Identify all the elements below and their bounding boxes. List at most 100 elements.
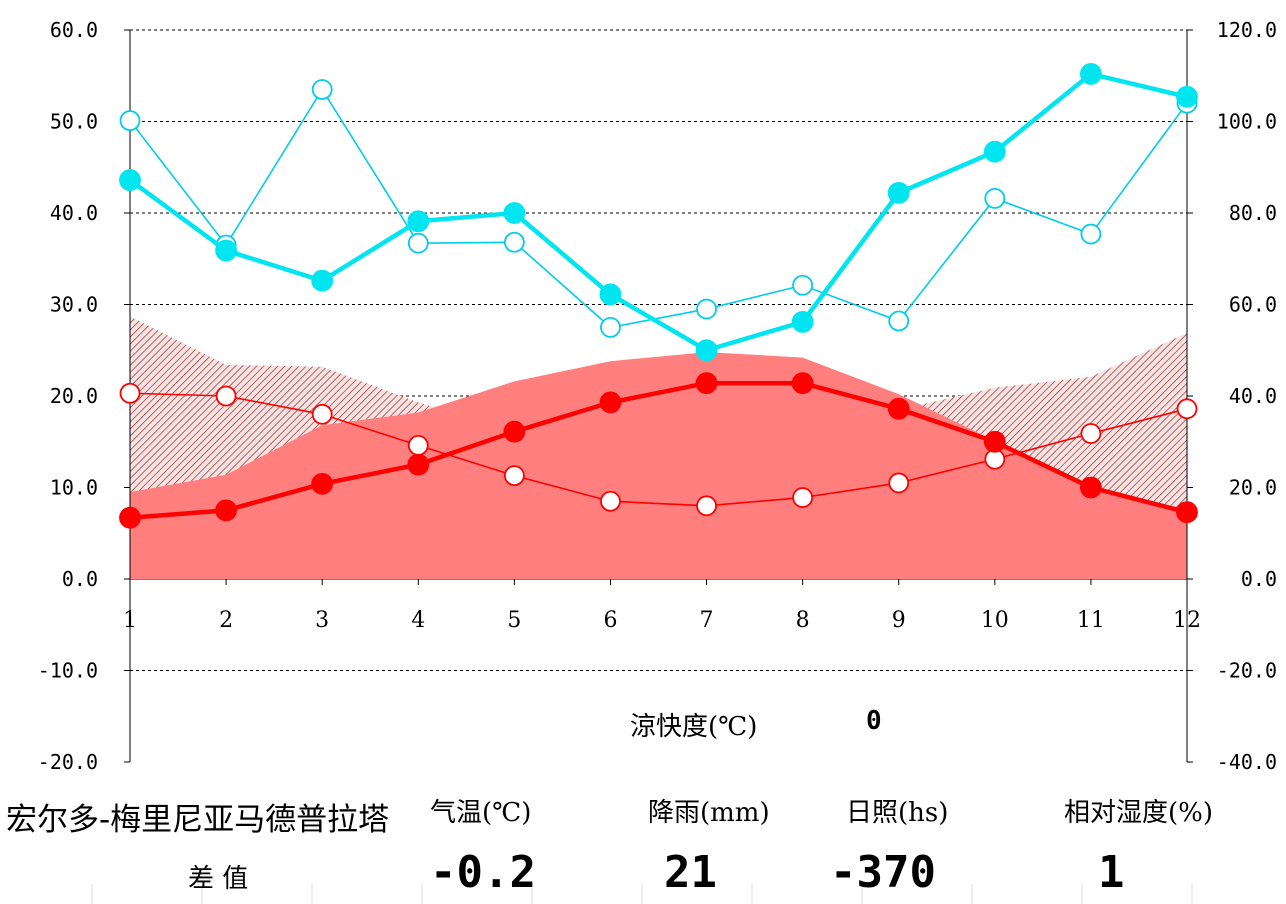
plot-frame — [124, 29, 1193, 763]
y2-tick-label: 100.0 — [1217, 110, 1277, 134]
data-point — [791, 372, 814, 395]
data-point — [599, 391, 622, 414]
cooling-value: 0 — [866, 706, 882, 736]
data-point — [695, 339, 718, 362]
series-line — [128, 71, 1188, 353]
data-point — [600, 316, 621, 338]
series-line — [129, 392, 1188, 507]
y2-tick-label: 0.0 — [1241, 567, 1277, 591]
data-point — [1176, 501, 1198, 524]
header-sunshine: 日照(hs) — [846, 798, 949, 828]
x-tick-label: 6 — [603, 608, 617, 633]
data-point — [1080, 63, 1102, 85]
data-point — [983, 140, 1006, 163]
y-tick-label: 0.0 — [62, 567, 98, 591]
data-point — [792, 487, 814, 508]
data-point — [696, 298, 717, 320]
y-tick-label: -20.0 — [38, 750, 98, 774]
data-point — [1080, 423, 1102, 444]
y2-tick-label: 20.0 — [1229, 476, 1277, 500]
data-point — [215, 385, 237, 407]
y2-tick-label: 120.0 — [1217, 18, 1277, 42]
y-tick-label: -10.0 — [38, 659, 98, 683]
series-line — [129, 87, 1188, 329]
data-point — [311, 472, 334, 495]
data-point — [407, 210, 430, 233]
data-point — [695, 372, 718, 395]
data-point — [1176, 85, 1198, 108]
data-point — [503, 465, 525, 487]
x-tick-label: 3 — [315, 608, 329, 633]
x-tick-label: 4 — [411, 608, 425, 633]
tick-labels: 60.050.040.030.020.010.00.0-10.0-20.0120… — [38, 18, 1277, 904]
x-tick-label: 7 — [700, 608, 714, 633]
data-point — [792, 274, 814, 296]
data-point — [1080, 223, 1102, 245]
data-point — [119, 169, 141, 191]
data-point — [215, 239, 237, 262]
data-point — [311, 403, 333, 425]
areas — [130, 316, 1187, 579]
x-tick-label: 12 — [1173, 608, 1201, 633]
cooling-label: 涼快度(℃) — [630, 712, 758, 742]
data-point — [600, 490, 621, 512]
data-point — [119, 110, 141, 131]
diff-temperature: -0.2 — [430, 847, 536, 898]
station-name: 宏尔多-梅里尼亚马德普拉塔 — [6, 802, 390, 838]
y2-tick-label: -40.0 — [1217, 750, 1277, 774]
x-tick-label: 5 — [507, 608, 521, 633]
x-tick-label: 1 — [123, 608, 137, 633]
diff-rainfall: 21 — [664, 847, 717, 898]
data-point — [984, 187, 1006, 209]
y-tick-label: 30.0 — [50, 293, 98, 317]
solid-area — [130, 352, 1187, 579]
data-point — [311, 79, 333, 100]
x-tick-label: 9 — [892, 608, 906, 633]
y2-tick-label: -20.0 — [1217, 659, 1277, 683]
data-point — [983, 430, 1006, 453]
y-tick-label: 20.0 — [50, 384, 98, 408]
header-humidity: 相对湿度(%) — [1064, 798, 1213, 828]
data-point — [311, 269, 334, 292]
y2-tick-label: 80.0 — [1229, 201, 1277, 225]
series-0 — [119, 372, 1198, 529]
diff-row-label: 差 值 — [188, 864, 249, 894]
y2-tick-label: 60.0 — [1229, 293, 1277, 317]
series-lines — [119, 63, 1198, 529]
y-tick-label: 10.0 — [50, 476, 98, 500]
data-point — [119, 506, 141, 529]
data-point — [407, 453, 430, 476]
header-temperature: 气温(℃) — [430, 798, 532, 828]
diff-sunshine: -370 — [830, 847, 936, 898]
data-point — [407, 435, 429, 456]
data-point — [887, 397, 910, 420]
data-point — [503, 231, 525, 253]
header-rainfall: 降雨(mm) — [648, 798, 770, 828]
diff-humidity: 1 — [1098, 847, 1125, 898]
data-point — [791, 310, 814, 333]
data-point — [503, 420, 526, 443]
data-point — [119, 382, 141, 404]
y2-tick-label: 40.0 — [1229, 384, 1277, 408]
series-line — [129, 380, 1188, 520]
data-point — [696, 495, 717, 517]
x-tick-label: 11 — [1077, 608, 1105, 633]
x-tick-label: 10 — [981, 608, 1009, 633]
data-point — [407, 232, 429, 254]
y-tick-label: 50.0 — [50, 110, 98, 134]
data-point — [1080, 476, 1102, 499]
series-1 — [119, 382, 1198, 517]
data-point — [887, 181, 910, 204]
data-point — [1176, 398, 1198, 420]
series-2 — [119, 63, 1198, 362]
x-tick-label: 2 — [219, 608, 233, 633]
data-point — [503, 202, 526, 224]
y-tick-label: 40.0 — [50, 201, 98, 225]
y-tick-label: 60.0 — [50, 18, 98, 42]
data-point — [215, 499, 237, 522]
data-point — [888, 472, 910, 494]
x-tick-label: 8 — [796, 608, 810, 633]
data-point — [888, 310, 910, 332]
data-point — [599, 283, 622, 306]
